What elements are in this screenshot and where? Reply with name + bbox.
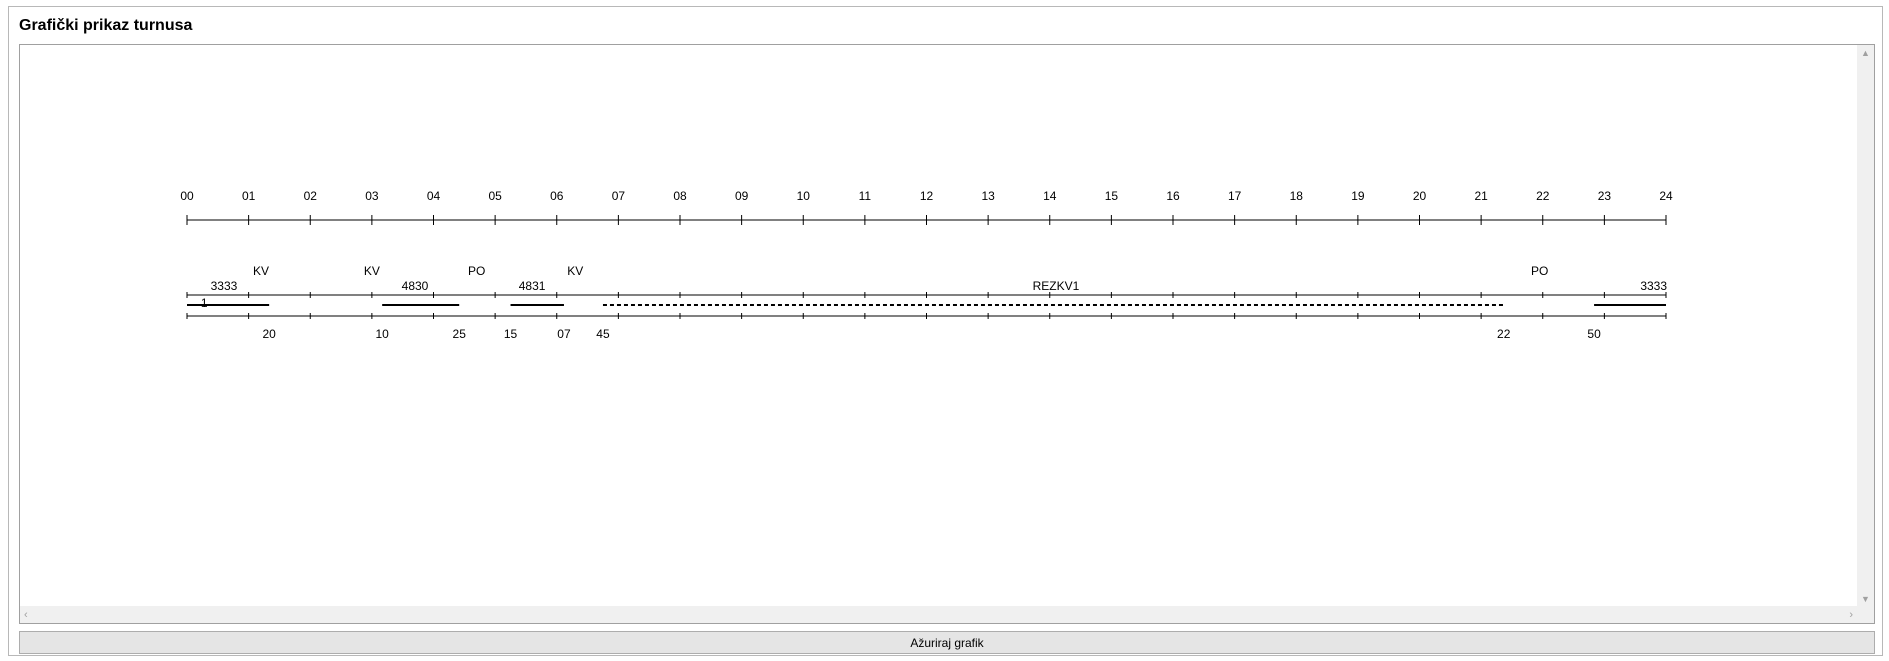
minute-label: 20 [262, 327, 276, 341]
train-number-label: 3333 [211, 279, 238, 293]
update-chart-button[interactable]: Ažuriraj grafik [19, 631, 1875, 654]
minute-label: 22 [1497, 327, 1511, 341]
minute-label: 15 [504, 327, 518, 341]
hour-tick-label: 18 [1290, 189, 1304, 203]
hour-tick-label: 15 [1105, 189, 1119, 203]
activity-label: KV [567, 264, 583, 278]
hour-tick-label: 16 [1166, 189, 1180, 203]
activity-label: PO [468, 264, 485, 278]
activity-label: KV [253, 264, 269, 278]
hour-tick-label: 00 [180, 189, 194, 203]
chevron-right-icon[interactable]: › [1849, 609, 1853, 621]
chevron-left-icon[interactable]: ‹ [24, 609, 28, 621]
hour-tick-label: 10 [797, 189, 811, 203]
horizontal-scrollbar[interactable]: ‹ › [20, 606, 1857, 623]
hour-tick-label: 13 [981, 189, 995, 203]
hour-tick-label: 09 [735, 189, 749, 203]
hour-tick-label: 24 [1659, 189, 1673, 203]
activity-label: PO [1531, 264, 1548, 278]
scroll-corner [1857, 606, 1874, 623]
chevron-up-icon[interactable]: ▲ [1861, 48, 1870, 58]
sequence-label: 1 [201, 296, 208, 310]
train-number-label: 3333 [1640, 279, 1667, 293]
main-frame [8, 6, 1883, 656]
minute-label: 10 [375, 327, 389, 341]
chevron-down-icon[interactable]: ▼ [1861, 594, 1870, 604]
hour-tick-label: 23 [1598, 189, 1612, 203]
hour-tick-label: 21 [1474, 189, 1488, 203]
hour-tick-label: 14 [1043, 189, 1057, 203]
hour-tick-label: 01 [242, 189, 256, 203]
minute-label: 25 [453, 327, 467, 341]
hour-tick-label: 03 [365, 189, 379, 203]
hour-tick-label: 06 [550, 189, 564, 203]
hour-tick-label: 02 [304, 189, 318, 203]
activity-label: KV [364, 264, 380, 278]
hour-tick-label: 04 [427, 189, 441, 203]
train-number-label: REZKV1 [1033, 279, 1080, 293]
hour-tick-label: 12 [920, 189, 934, 203]
hour-tick-label: 22 [1536, 189, 1550, 203]
chart-canvas: 00 01 02 03 04 05 06 07 08 09 10 11 12 13 14 15 16 17 18 19… [19, 44, 1875, 624]
minute-label: 07 [557, 327, 571, 341]
hour-tick-label: 19 [1351, 189, 1365, 203]
train-number-label: 4830 [402, 279, 429, 293]
turnus-timeline-chart: 00 01 02 03 04 05 06 07 08 09 10 11 12 13 14 15 16 17 18 19… [180, 189, 1673, 341]
hour-tick-label: 07 [612, 189, 626, 203]
hour-tick-label: 11 [859, 189, 872, 203]
minute-label: 45 [596, 327, 610, 341]
hour-tick-label: 05 [488, 189, 502, 203]
hour-tick-label: 17 [1228, 189, 1242, 203]
hour-tick-label: 08 [673, 189, 687, 203]
panel-title: Grafički prikaz turnusa [19, 17, 193, 34]
vertical-scrollbar[interactable]: ▲ ▼ [1857, 45, 1874, 607]
hour-tick-label: 20 [1413, 189, 1427, 203]
minute-label: 50 [1587, 327, 1601, 341]
train-number-label: 4831 [519, 279, 546, 293]
